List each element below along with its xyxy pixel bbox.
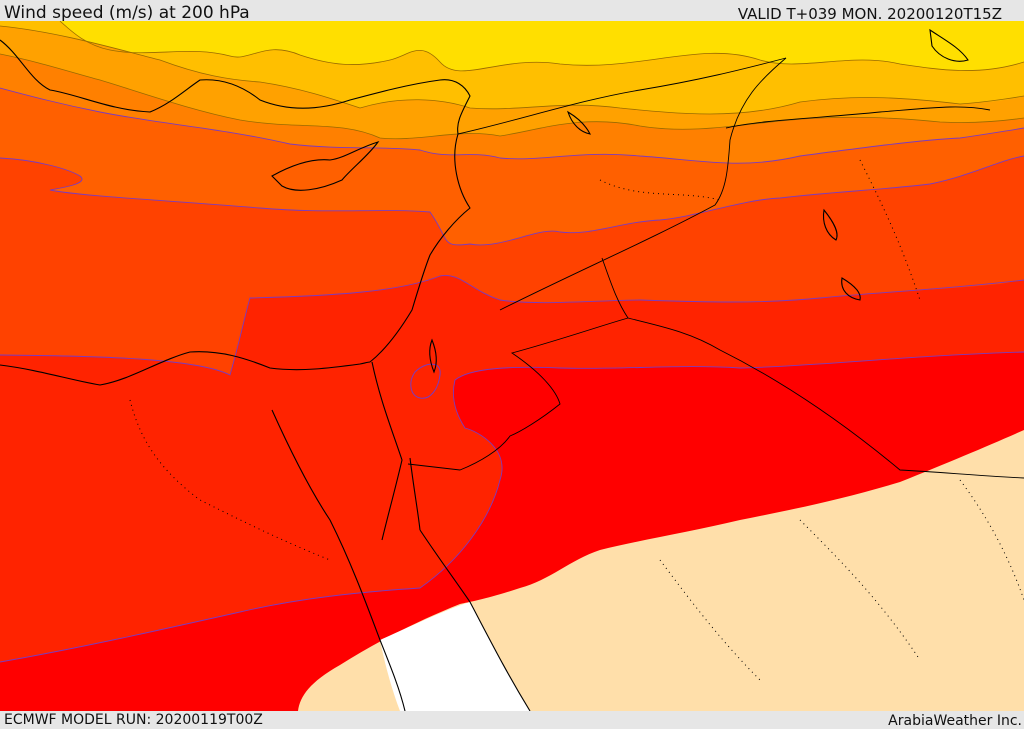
coastline-turkey [0,39,471,135]
credit-label: ArabiaWeather Inc. [888,713,1022,729]
coastline-red-sea-west [271,409,406,711]
coastline-levant [369,133,471,363]
chart-title: Wind speed (m/s) at 200 hPa [4,3,250,23]
internal-boundaries [129,159,1024,681]
unfilled-area-red-sea [380,602,530,711]
coastline-caspian [929,28,969,62]
coastline-cyprus [271,141,380,191]
borders [407,57,1024,479]
coastline-gulf-of-aqaba [409,457,421,531]
upper-contours [0,21,1024,140]
model-run-label: ECMWF MODEL RUN: 20200119T00Z [4,712,263,728]
speed-contours [0,87,1024,663]
coastline-red-sea-east [419,529,531,711]
header-bar: Wind speed (m/s) at 200 hPa VALID T+039 … [0,0,1024,23]
coastline-gulf-lake [822,208,838,241]
coastline-lake-van [567,110,591,135]
coastline-dead-sea [429,338,437,374]
coastlines [0,28,969,711]
coastline-gulf-of-suez [371,361,403,541]
footer-bar: ECMWF MODEL RUN: 20200119T00Z ArabiaWeat… [0,711,1024,729]
coastline-persian-gulf [841,277,861,301]
valid-time-label: VALID T+039 MON. 20200120T15Z [737,5,1002,23]
wind-speed-map [0,21,1024,711]
wind-core-jordan [410,363,441,399]
coastline-north-africa [0,351,371,386]
